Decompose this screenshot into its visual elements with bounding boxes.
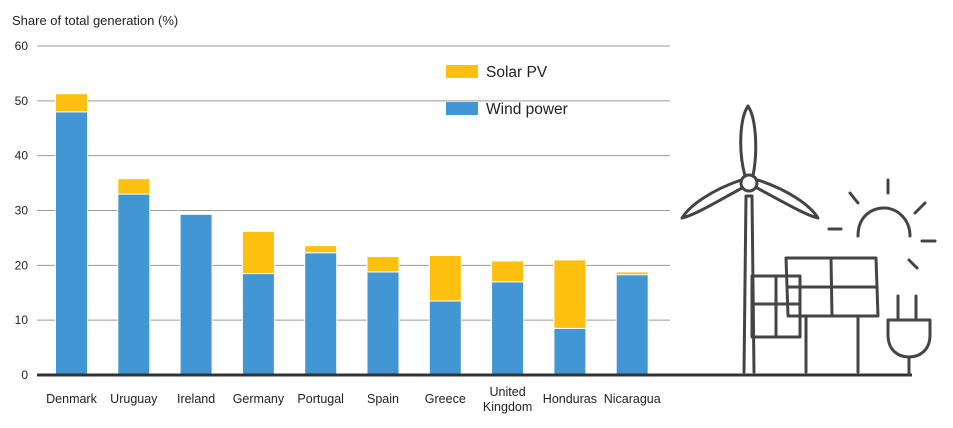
legend-label: Solar PV [486,64,548,81]
power-plug-icon [886,294,932,377]
bar-segment [241,230,275,275]
bar-segment [366,256,400,273]
x-tick-label: Ireland [177,392,215,406]
y-tick-label: 50 [15,94,29,108]
x-tick-label: Greece [425,392,466,406]
bar-segment [553,327,587,376]
y-axis-title: Share of total generation (%) [12,13,178,28]
x-tick-label: Portugal [297,392,344,406]
bar-segment [366,271,400,376]
bar-segment [553,259,587,329]
bar-segment [117,193,151,376]
bar-segment [304,252,338,376]
bar-segment [491,281,525,376]
bar-segment [179,213,213,376]
bars [55,93,649,376]
x-tick-label: Honduras [543,392,597,406]
solar-panel-icon [750,256,880,374]
y-axis-ticks: 0 10 20 30 40 50 60 [15,39,29,382]
legend-swatch [446,65,478,78]
y-tick-label: 40 [15,149,29,163]
y-tick-label: 0 [21,368,28,382]
x-tick-label: Spain [367,392,399,406]
x-tick-label: Denmark [46,392,97,406]
y-tick-label: 30 [15,204,29,218]
bar-segment [615,274,649,376]
y-tick-label: 60 [15,39,29,53]
bar-segment [304,245,338,254]
x-tick-label: Nicaragua [604,392,661,406]
bar-segment [241,273,275,376]
bar-segment [615,271,649,276]
bar-segment [55,93,88,113]
sun-icon [827,178,937,270]
legend-label: Wind power [486,101,568,118]
wind-turbine-icon [680,104,820,374]
x-tick-label: Uruguay [110,392,158,406]
bar-segment [428,300,462,376]
bar-segment [428,254,462,302]
category-labels: Denmark Uruguay Ireland Germany Portugal Spai… [46,385,661,414]
legend-swatch [446,102,478,115]
y-tick-label: 20 [15,258,29,272]
bar-segment [117,178,151,195]
x-tick-label: United Kingdom [483,385,532,414]
bar-segment [491,260,525,283]
x-tick-label: Germany [233,392,285,406]
legend: Solar PV Wind power [446,64,568,118]
y-tick-label: 10 [15,313,29,327]
bar-segment [55,111,88,376]
